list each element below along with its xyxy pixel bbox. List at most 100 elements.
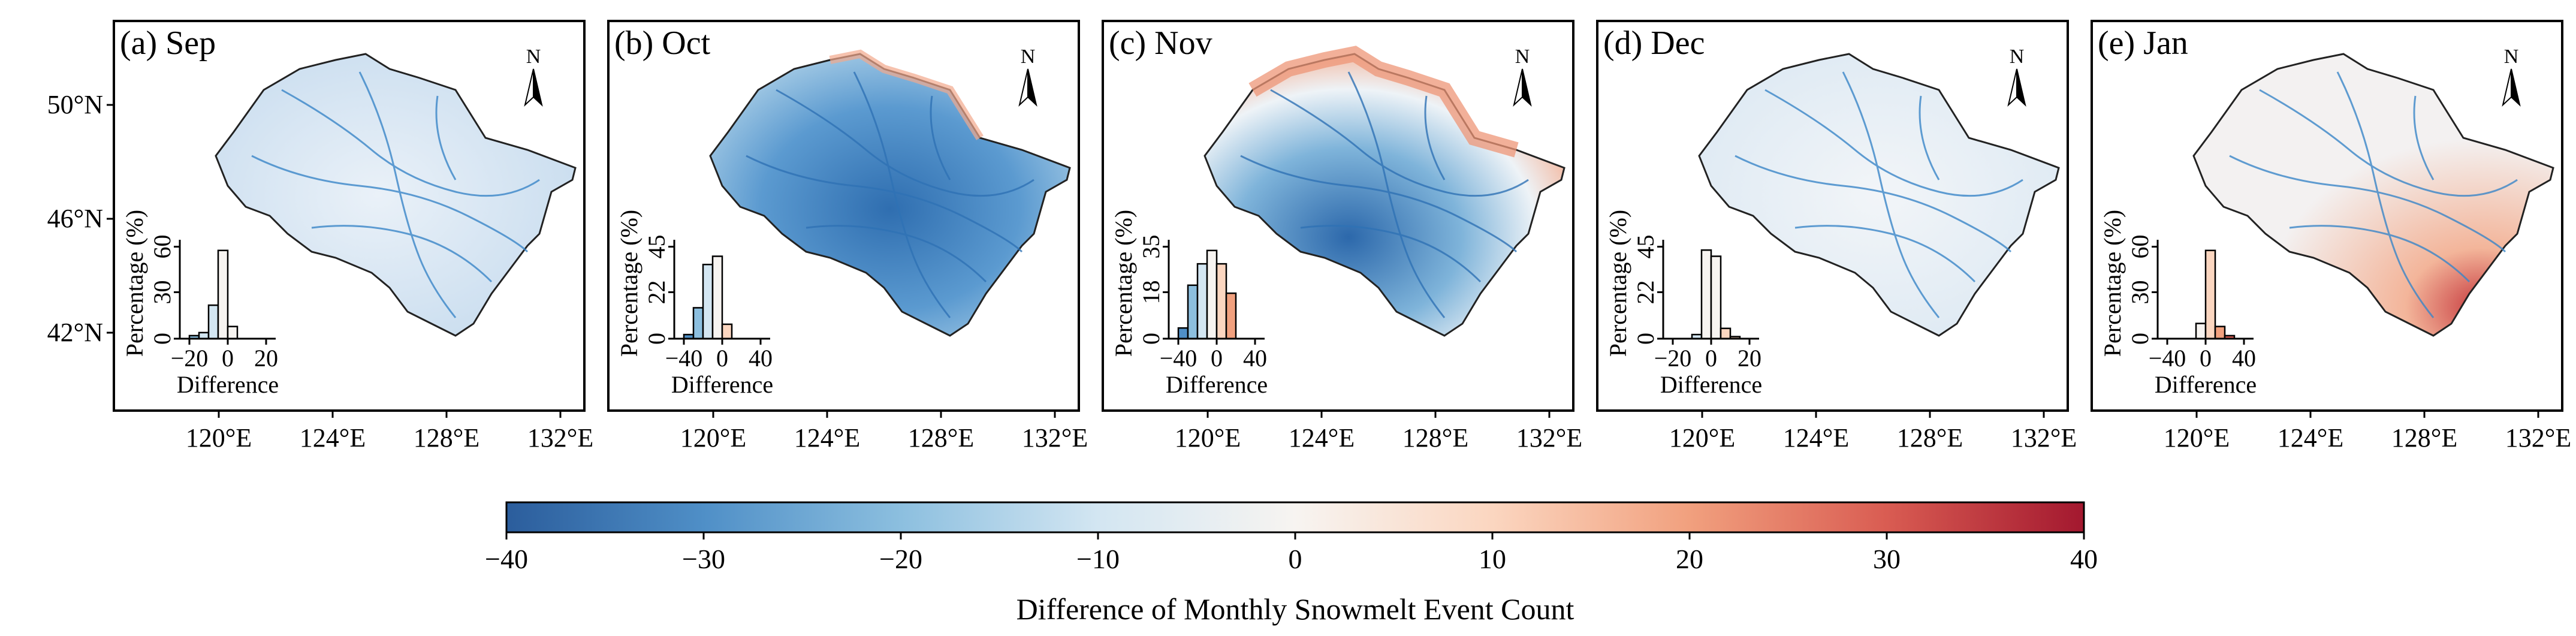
hist-y-tick-label: 0	[1632, 333, 1659, 345]
hist-x-label: Difference	[177, 371, 279, 398]
svg-text:N: N	[1515, 46, 1530, 68]
hist-bar	[702, 264, 714, 340]
region-map	[1203, 53, 1565, 337]
hist-y-tick-label: 60	[2126, 235, 2153, 259]
lon-tick-label: 132°E	[527, 423, 593, 453]
lon-tick-label: 132°E	[2011, 423, 2077, 453]
hist-y-tick-label: 30	[2126, 280, 2153, 304]
lon-tick-label: 128°E	[1402, 423, 1468, 453]
panel-label: (b) Oct	[614, 25, 711, 62]
hist-x-tick-label: −40	[665, 345, 703, 372]
hist-bar	[2214, 325, 2226, 340]
hist-x-tick-label: −20	[171, 345, 209, 372]
north-arrow: N	[2502, 46, 2521, 107]
svg-text:N: N	[2504, 46, 2519, 68]
hist-y-tick-label: 60	[149, 235, 176, 259]
region-map	[709, 53, 1071, 337]
hist-bar	[207, 304, 219, 340]
lon-tick-label: 124°E	[300, 423, 366, 453]
rivers	[1735, 71, 2023, 318]
hist-y-tick-label: 22	[643, 280, 670, 304]
lat-axis: 50°N 46°N 42°N	[47, 90, 114, 347]
region-map	[215, 53, 577, 337]
hist-y-tick-label: 0	[1138, 333, 1165, 345]
hist-y-tick-label: 35	[1138, 235, 1165, 259]
north-arrow: N	[1018, 46, 1037, 107]
lon-tick-label: 124°E	[794, 423, 860, 453]
panel-frame	[1596, 20, 2069, 412]
hist-x-label: Difference	[1660, 371, 1762, 398]
hist-y-tick-label: 0	[2126, 333, 2153, 345]
svg-text:N: N	[2010, 46, 2025, 68]
hist-x-tick-label: −40	[2149, 345, 2186, 372]
hist-y-label: Percentage (%)	[616, 210, 643, 357]
hist-x-tick-label: −40	[1160, 345, 1197, 372]
hist-x-label: Difference	[2155, 371, 2257, 398]
hist-x-tick-label: 40	[1243, 345, 1267, 372]
hist-bar	[1710, 255, 1722, 340]
hist-x-label: Difference	[671, 371, 773, 398]
hist-x-tick-label: −20	[1654, 345, 1692, 372]
lon-axes: 120°E 124°E 128°E 132°E 120°E 124°E 128°E 132°E…	[186, 411, 2571, 453]
hist-y-label: Percentage (%)	[1604, 210, 1631, 357]
colorbar-tick-label: 30	[1873, 544, 1901, 574]
hist-x-label: Difference	[1166, 371, 1268, 398]
lon-tick-label: 120°E	[2164, 423, 2230, 453]
lon-tick-label: 128°E	[2391, 423, 2457, 453]
hist-x-tick-label: 40	[2232, 345, 2256, 372]
panel-label: (c) Nov	[1109, 25, 1212, 62]
hist-y-tick-label: 45	[643, 235, 670, 259]
hist-bar	[1700, 249, 1712, 340]
hist-y-tick-label: 30	[149, 280, 176, 304]
colorbar-tick-label: −40	[485, 544, 528, 574]
hist-x-tick-label: 0	[1211, 345, 1223, 372]
hist-bar	[2204, 249, 2216, 340]
lon-tick-label: 128°E	[1897, 423, 1963, 453]
rivers	[2229, 71, 2518, 318]
lon-tick-label: 124°E	[2278, 423, 2343, 453]
panel-d: (d) Dec N −20 0 2002245DifferencePercentag…	[1596, 20, 2069, 412]
colorbar-tick-label: 40	[2070, 544, 2098, 574]
colorbar-label: Difference of Monthly Snowmelt Event Cou…	[1016, 592, 1574, 626]
hist-y-tick-label: 0	[149, 333, 176, 345]
colorbar-tick-label: −10	[1076, 544, 1120, 574]
colorbar-bar	[505, 501, 2085, 533]
hist-bar	[1215, 263, 1227, 340]
colorbar-tick-label: −20	[879, 544, 922, 574]
panel-label: (e) Jan	[2098, 25, 2188, 62]
lon-tick-label: 132°E	[1516, 423, 1582, 453]
hist-y-label: Percentage (%)	[121, 210, 148, 357]
panel-frame	[2091, 20, 2563, 412]
north-arrow: N	[1513, 46, 1532, 107]
colorbar-ticks: −40 −30 −20 −10 0 10 20 30 40	[485, 532, 2098, 574]
colorbar-tick-label: −30	[682, 544, 725, 574]
colorbar-tick-label: 0	[1289, 544, 1302, 574]
lon-tick-label: 120°E	[1669, 423, 1735, 453]
lon-tick-label: 132°E	[2505, 423, 2571, 453]
colorbar-tick-label: 20	[1676, 544, 1703, 574]
lat-tick-label: 42°N	[47, 318, 103, 347]
lon-tick-label: 128°E	[414, 423, 479, 453]
panel-frame	[607, 20, 1080, 412]
hist-bar	[1177, 327, 1189, 340]
hist-x-tick-label: 20	[254, 345, 278, 372]
region-map	[2192, 53, 2554, 337]
region-map	[1698, 53, 2060, 337]
colorbar: −40 −30 −20 −10 0 10 20 30 40 Difference of Mont…	[485, 501, 2098, 626]
hist-y-tick-label: 18	[1138, 280, 1165, 304]
hist-bar	[217, 249, 229, 340]
region-map-edge	[1248, 46, 1519, 158]
hist-x-tick-label: 0	[716, 345, 728, 372]
hist-bar	[1206, 249, 1218, 340]
hist-bar	[1187, 284, 1199, 340]
hist-bar	[198, 331, 210, 340]
hist-x-tick-label: 0	[1705, 345, 1717, 372]
lon-tick-label: 124°E	[1289, 423, 1355, 453]
lat-tick-label: 50°N	[47, 90, 103, 119]
hist-bar	[721, 323, 733, 340]
hist-y-label: Percentage (%)	[2099, 210, 2126, 357]
